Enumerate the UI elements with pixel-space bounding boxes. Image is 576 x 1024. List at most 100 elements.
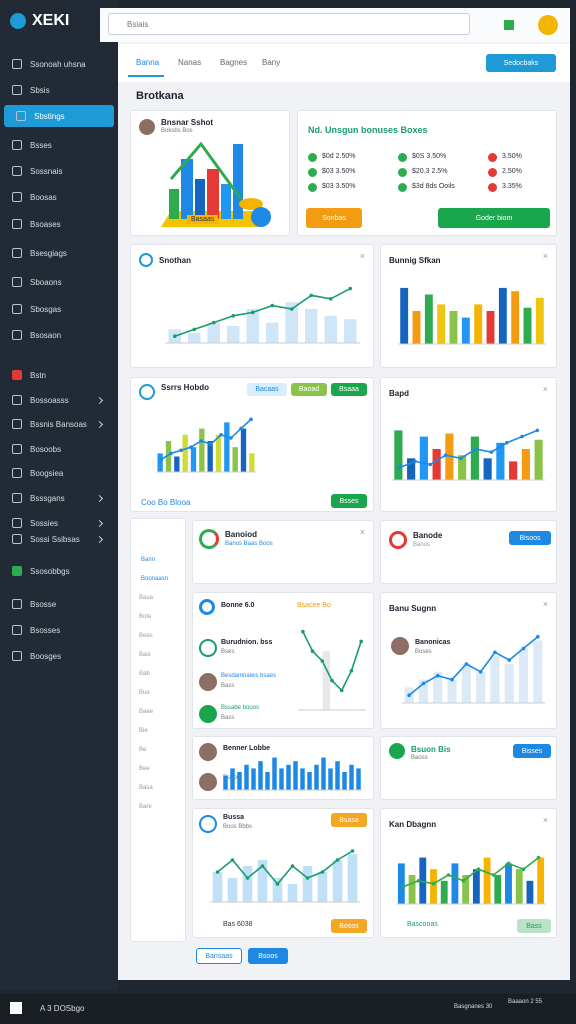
sidebar-label: Bsses <box>30 140 52 150</box>
tab[interactable]: Nanas <box>178 58 202 67</box>
sidebar-item[interactable]: Boosas <box>0 186 114 208</box>
sidebar-item[interactable]: Bstn <box>0 364 114 386</box>
stats-button[interactable]: Goder biom <box>438 208 550 228</box>
subnav-item[interactable]: Baua <box>139 595 154 601</box>
card: Benner Lobbe Bsoos <box>192 736 374 800</box>
stat-text: 3.50% <box>502 153 522 160</box>
tag[interactable]: Baoad <box>291 383 327 396</box>
element <box>10 1002 22 1014</box>
subnav-item[interactable]: Baee <box>139 709 154 715</box>
tab[interactable]: Banna <box>136 58 160 67</box>
subnav-item[interactable]: Boonaasn <box>141 576 169 582</box>
stats-button[interactable]: Sonbas <box>306 208 362 228</box>
avatar[interactable] <box>538 15 558 35</box>
sidebar-item[interactable]: Sboaons <box>0 271 114 293</box>
element <box>181 159 193 219</box>
subnav-item[interactable]: Bab <box>139 671 150 677</box>
sidebar-label: Bossoasss <box>30 395 69 405</box>
tag[interactable]: Bacaas <box>247 383 287 396</box>
element <box>389 531 407 549</box>
main: Banna Nanas Bagnes Bany Sedocbaks Brotkana … <box>118 42 570 980</box>
element <box>199 673 217 691</box>
logo-icon <box>10 13 26 29</box>
tag[interactable]: Bsaaa <box>331 383 367 396</box>
sidebar-item[interactable]: Sbosgas <box>0 298 114 320</box>
element: Basconas <box>407 921 438 928</box>
element: Banode <box>413 531 443 540</box>
tab[interactable]: Bany <box>262 58 281 67</box>
stat-icon <box>488 183 497 192</box>
sidebar-item[interactable]: Bssnis Bansoas <box>0 413 114 435</box>
element: Basgnanes 30 <box>454 1004 493 1010</box>
search-box[interactable]: Bsiais <box>108 13 470 35</box>
element <box>199 743 217 761</box>
icon <box>12 304 22 314</box>
element: × <box>542 384 548 394</box>
promo-card: Bnsnar Sshot Boksbs Bos Basaas <box>130 110 290 236</box>
subnav-item[interactable]: Bare <box>139 804 152 810</box>
element: Bsuon Bis <box>411 745 451 754</box>
icon <box>12 534 22 544</box>
element <box>389 743 405 759</box>
icon[interactable] <box>504 20 514 30</box>
icon <box>12 330 22 340</box>
subnav-item[interactable]: Be <box>139 747 147 753</box>
subnav-item[interactable]: Bee <box>139 766 150 772</box>
tab[interactable]: Bagnes <box>220 58 248 67</box>
sidebar-item[interactable]: Sbstings <box>4 105 114 127</box>
heading: Brotkana <box>136 90 184 102</box>
subnav-item[interactable]: Bann <box>141 557 156 563</box>
icon <box>12 140 22 150</box>
sidebar-item[interactable]: Sbsis <box>0 79 114 101</box>
element[interactable]: Bsoos <box>248 948 288 964</box>
action-button[interactable]: Sedocbaks <box>486 54 556 72</box>
sidebar-item[interactable]: Boogsiea <box>0 462 114 484</box>
subnav-item[interactable]: Bie <box>139 728 148 734</box>
sidebar-item[interactable]: Sossnais <box>0 160 114 182</box>
sidebar-item[interactable]: Ssonoah uhsna <box>0 53 114 75</box>
sidebar-label: Bsoases <box>30 219 61 229</box>
sidebar-item[interactable]: Bsosses <box>0 619 114 641</box>
sidebar-label: Bsesgiags <box>30 248 67 258</box>
subnav-item[interactable]: Bees <box>139 633 153 639</box>
element: Bssabe booos <box>221 705 260 711</box>
element <box>199 773 217 791</box>
sidebar-item[interactable]: Bsesgiags <box>0 242 114 264</box>
sidebar-item[interactable]: Bsssgans <box>0 487 114 509</box>
sidebar-item[interactable]: Bsosaon <box>0 324 114 346</box>
sidebar-item[interactable]: Boosges <box>0 645 114 667</box>
sidebar-label: Sossies <box>30 518 59 528</box>
stat-icon <box>398 153 407 162</box>
icon <box>12 59 22 69</box>
sidebar-item[interactable]: Bsses <box>0 134 114 156</box>
element[interactable]: Bisses <box>513 744 551 758</box>
icon <box>12 444 22 454</box>
element[interactable]: Bsasa <box>331 813 367 827</box>
element[interactable]: Bansaas <box>196 948 242 964</box>
sidebar-item[interactable]: Ssosobbgs <box>0 560 114 582</box>
element <box>199 705 217 723</box>
sidebar-item[interactable]: Bossoasss <box>0 389 114 411</box>
sidebar-item[interactable]: Bsosse <box>0 593 114 615</box>
sidebar-item[interactable]: Sossi Ssibsas <box>0 528 114 550</box>
chart-card: Kan Dbagnn × Basconas Bass <box>380 808 557 938</box>
sidebar-label: Sbsis <box>30 85 50 95</box>
subnav-item[interactable]: Bote <box>139 614 152 620</box>
element[interactable]: Bosos <box>331 919 367 933</box>
subnav: Bann Boonaasn Baua Bote Bees Bais Bab Bue Baee Bi… <box>130 518 186 942</box>
subnav-item[interactable]: Bue <box>139 690 150 696</box>
sidebar: XEKI Ssonoah uhsna Sbsis Sbstings Bsses Soss… <box>0 0 118 990</box>
subnav-item[interactable]: Bais <box>139 652 151 658</box>
button[interactable]: Bsses <box>331 494 367 508</box>
stat-text: $0S 3.50% <box>412 153 447 160</box>
element: Bussa <box>223 814 245 821</box>
stat-text: $20.3 2.5% <box>412 168 448 175</box>
subnav-item[interactable]: Basa <box>139 785 153 791</box>
element: Bonne 6.0 <box>221 602 255 609</box>
sidebar-item[interactable]: Bosoobs <box>0 438 114 460</box>
element: Bass <box>221 715 235 721</box>
promo-subtitle: Boksbs Bos <box>161 128 193 134</box>
sidebar-item[interactable]: Bsoases <box>0 213 114 235</box>
element[interactable]: Bisoos <box>509 531 551 545</box>
element[interactable]: Bass <box>517 919 551 933</box>
